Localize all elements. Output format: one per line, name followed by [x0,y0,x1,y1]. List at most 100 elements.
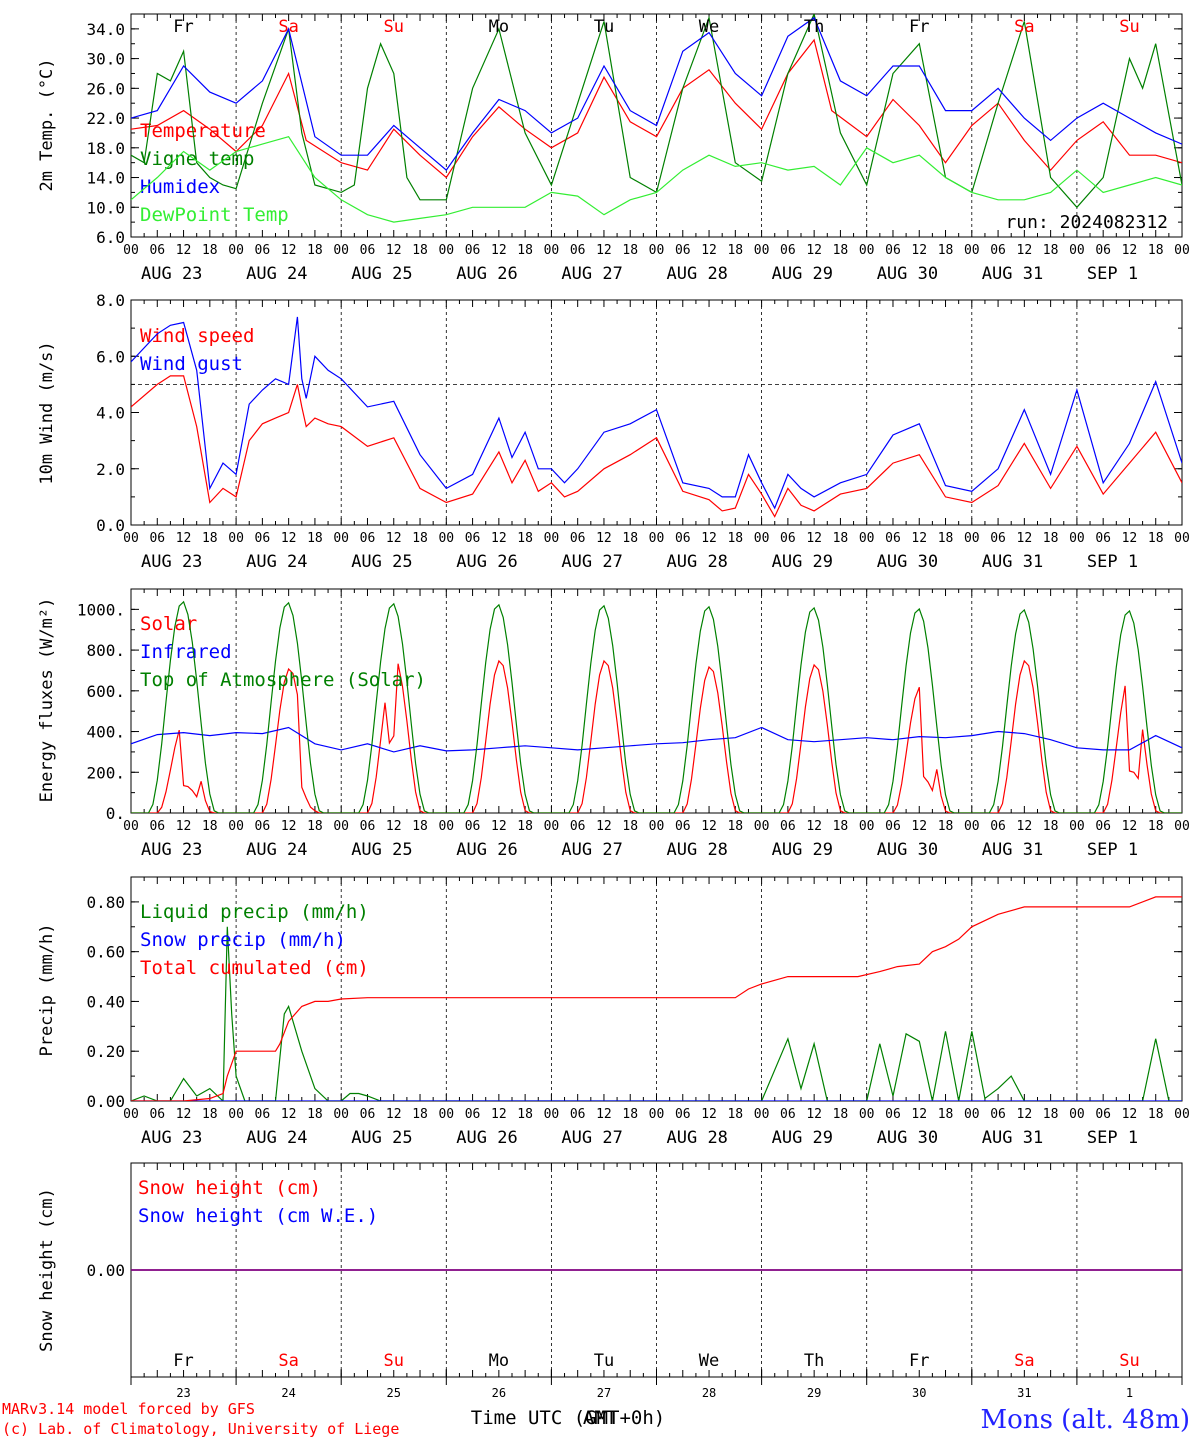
x-hour-label: 18 [1043,1107,1059,1122]
x-hour-label: 12 [701,531,717,546]
x-hour-label: 00 [228,531,244,546]
x-hour-label: 12 [176,819,192,834]
x-hour-label: 18 [727,243,743,258]
x-hour-label: 00 [859,1107,875,1122]
x-hour-label: 18 [412,243,428,258]
x-hour-label: 06 [570,531,586,546]
x-date-label: AUG 24 [246,264,307,284]
x-hour-label: 06 [675,531,691,546]
y-tick-label: 200. [86,763,125,782]
x-hour-label: 12 [596,819,612,834]
y-tick-label: 2.0 [96,460,125,479]
legend-entry: Total cumulated (cm) [140,957,369,979]
y-tick-label: 18.0 [86,139,125,158]
x-hour-label: 00 [544,243,560,258]
x-hour-label: 06 [570,243,586,258]
x-hour-label: 06 [570,1107,586,1122]
x-hour-label: 12 [1122,1107,1138,1122]
series-line-top-of-atmosphere-solar- [131,600,1182,813]
x-hour-label: 00 [964,531,980,546]
legend-entry: Wind gust [140,353,243,375]
x-hour-label: 06 [990,1107,1006,1122]
y-tick-label: 30.0 [86,50,125,69]
y-tick-label: 14.0 [86,169,125,188]
x-hour-label: 18 [1148,1107,1164,1122]
day-number-label: 31 [1017,1386,1031,1400]
legend-entry: Snow height (cm) [138,1177,321,1199]
x-hour-label: 18 [307,819,323,834]
x-hour-label: 00 [544,819,560,834]
x-date-label: AUG 29 [772,840,833,860]
series-line-wind-speed [131,375,1182,518]
x-date-label: AUG 27 [561,552,622,572]
series-line-liquid-precip-mm-h- [131,926,1182,1101]
x-hour-label: 00 [1174,531,1190,546]
x-hour-label: 06 [360,819,376,834]
x-date-label: AUG 27 [561,1128,622,1148]
x-date-label: AUG 25 [351,1128,412,1148]
x-hour-label: 18 [727,1107,743,1122]
x-date-label: AUG 23 [141,1128,202,1148]
x-date-label: SEP 1 [1087,1128,1138,1148]
x-date-label: AUG 26 [456,1128,517,1148]
day-of-week-label: Fr [909,1351,929,1371]
x-hour-label: 00 [754,1107,770,1122]
x-hour-label: 06 [149,819,165,834]
x-hour-label: 18 [938,1107,954,1122]
x-hour-label: 12 [806,819,822,834]
x-hour-label: 00 [1069,531,1085,546]
x-hour-label: 06 [255,243,271,258]
x-hour-label: 12 [911,243,927,258]
x-hour-label: 00 [438,1107,454,1122]
day-of-week-label: Su [1119,17,1139,37]
x-hour-label: 12 [1122,531,1138,546]
x-hour-label: 00 [1174,243,1190,258]
x-hour-label: 18 [938,243,954,258]
y-tick-label: 1000. [77,600,125,619]
series-line-solar [131,659,1182,813]
x-hour-label: 18 [202,531,218,546]
day-of-week-label: Mo [489,1351,509,1371]
x-hour-label: 00 [859,243,875,258]
x-hour-label: 18 [517,531,533,546]
x-hour-label: 18 [622,1107,638,1122]
x-hour-label: 06 [885,819,901,834]
series-line-total-cumulated-cm- [131,896,1182,1101]
x-hour-label: 18 [938,531,954,546]
x-hour-label: 12 [176,243,192,258]
x-date-label: AUG 27 [561,264,622,284]
y-tick-label: 0.00 [86,1261,125,1280]
x-hour-label: 18 [517,1107,533,1122]
x-hour-label: 12 [701,1107,717,1122]
day-of-week-label: Fr [173,17,193,37]
x-hour-label: 18 [622,819,638,834]
x-hour-label: 06 [465,819,481,834]
x-date-label: AUG 26 [456,264,517,284]
x-hour-label: 06 [360,1107,376,1122]
y-axis-title: Energy fluxes (W/m²) [37,598,57,803]
x-hour-label: 06 [255,819,271,834]
x-date-label: AUG 27 [561,840,622,860]
day-of-week-label: Su [384,1351,404,1371]
y-tick-label: 0.20 [86,1042,125,1061]
series-line-temperature [131,38,1182,179]
series-line-vigne-temp [131,14,1182,209]
x-hour-label: 06 [1095,819,1111,834]
x-date-label: AUG 23 [141,552,202,572]
x-hour-label: 00 [859,531,875,546]
temperature-panel: 6.0 10.0 14.0 18.0 22.0 26.0 30.0 34.0 2m Temp. … [37,13,1190,284]
y-tick-label: 0.00 [86,1092,125,1111]
x-hour-label: 12 [1017,819,1033,834]
x-date-label: AUG 24 [246,552,307,572]
y-tick-label: 800. [86,641,125,660]
x-hour-label: 00 [964,243,980,258]
x-hour-label: 12 [806,243,822,258]
legend-entry: Wind speed [140,325,254,347]
legend-entry: Solar [140,613,197,635]
x-hour-label: 00 [859,819,875,834]
x-hour-label: 00 [1174,1107,1190,1122]
x-hour-label: 12 [1122,819,1138,834]
y-axis-title: 2m Temp. (°C) [37,58,57,191]
x-hour-label: 12 [1017,1107,1033,1122]
